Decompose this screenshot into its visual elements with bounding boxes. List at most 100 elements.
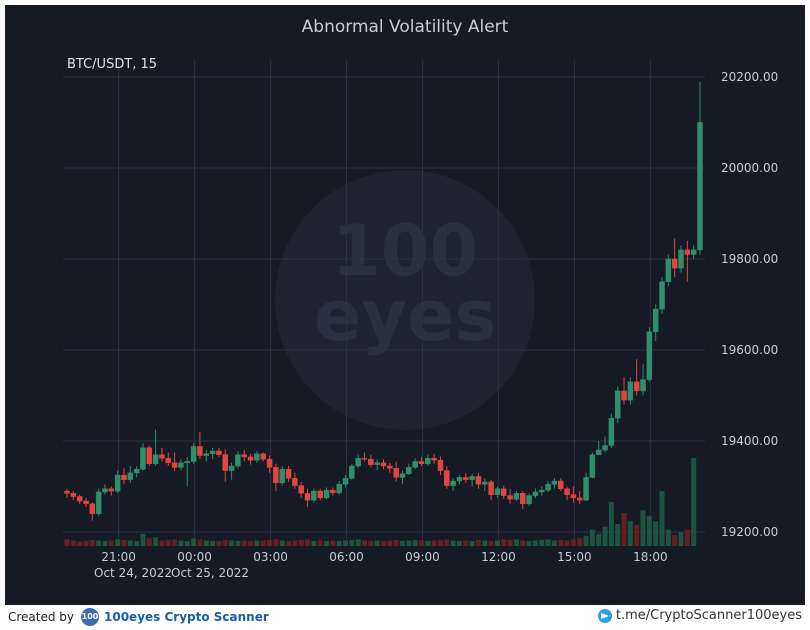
- candle-body: [146, 447, 153, 465]
- volume-bar: [691, 458, 697, 546]
- candle-body: [184, 461, 191, 464]
- candle-body: [482, 481, 488, 485]
- volume-bar: [267, 539, 273, 546]
- volume-bar: [532, 540, 538, 546]
- volume-bar: [273, 539, 279, 546]
- volume-bar: [551, 540, 557, 546]
- volume-bar: [526, 541, 532, 546]
- volume-bar: [368, 541, 374, 546]
- candle-body: [203, 453, 210, 456]
- volume-bar: [311, 541, 317, 546]
- candle-body: [241, 454, 247, 458]
- candle-body: [520, 493, 526, 505]
- volume-bar: [577, 538, 583, 546]
- volume-bar: [165, 539, 171, 546]
- candle-body: [659, 281, 665, 310]
- candle-body: [228, 465, 235, 471]
- volume-bar: [672, 535, 678, 546]
- x-tick-label: 09:00: [405, 550, 440, 564]
- volume-bar: [425, 541, 431, 546]
- volume-bar: [507, 539, 513, 546]
- brand-link[interactable]: 100 100eyes Crypto Scanner: [81, 608, 269, 626]
- candle-body: [665, 258, 672, 282]
- candle-body: [576, 497, 583, 501]
- candle-body: [102, 488, 108, 493]
- volume-bar: [305, 539, 311, 546]
- volume-bar: [134, 541, 140, 546]
- watermark-logo-text: eyes: [314, 275, 496, 357]
- candle-body: [614, 390, 621, 419]
- volume-bar: [456, 541, 462, 546]
- x-tick-label: 06:00: [329, 550, 364, 564]
- volume-bar: [298, 539, 304, 546]
- volume-bar: [564, 540, 570, 546]
- candle-body: [374, 462, 380, 465]
- candlestick-chart: 100eyes 19200.00 19400.00 19600.00 19800.00 2…: [63, 60, 778, 580]
- volume-bar: [178, 540, 184, 546]
- candle-body: [393, 468, 399, 478]
- candle-body: [70, 493, 77, 497]
- candle-body: [349, 465, 355, 479]
- volume-bar: [653, 521, 659, 546]
- candle-body: [273, 467, 279, 484]
- candle-body: [431, 458, 437, 461]
- candle-body: [304, 493, 311, 501]
- volume-bar: [203, 540, 209, 546]
- candle-body: [361, 458, 368, 460]
- volume-bar: [83, 541, 89, 546]
- volume-bar: [684, 529, 690, 546]
- candle-body: [330, 489, 336, 494]
- volume-bar: [659, 491, 665, 546]
- volume-bar: [665, 529, 671, 546]
- candle-body: [190, 446, 197, 462]
- candle-body: [513, 493, 520, 500]
- candle-body: [539, 489, 545, 493]
- volume-bar: [545, 539, 551, 546]
- volume-bar: [102, 541, 108, 546]
- candle-body: [633, 381, 640, 392]
- created-by-label: Created by: [8, 610, 75, 624]
- volume-bar: [482, 540, 488, 546]
- candle-body: [690, 249, 697, 255]
- candle-body: [342, 478, 349, 485]
- volume-bar: [248, 541, 254, 546]
- candle-body: [292, 478, 298, 486]
- eyes-logo-icon: 100: [81, 608, 99, 626]
- volume-bar: [469, 541, 475, 546]
- candle-body: [311, 490, 317, 501]
- volume-bar: [159, 540, 165, 546]
- volume-bar: [406, 540, 412, 546]
- candle-body: [463, 477, 469, 480]
- candle-body: [235, 454, 241, 467]
- volume-bar: [589, 529, 595, 546]
- volume-bar: [140, 533, 146, 546]
- candle-body: [64, 490, 70, 494]
- candle-body: [646, 331, 653, 380]
- volume-bar: [596, 533, 602, 546]
- volume-bar: [229, 540, 235, 546]
- candle-body: [602, 445, 608, 451]
- date-label: Oct 24, 2022: [94, 566, 172, 580]
- x-tick-label: 15:00: [557, 550, 592, 564]
- y-tick-label: 19800.00: [721, 252, 778, 266]
- candle-body: [387, 465, 393, 469]
- candle-body: [178, 462, 184, 468]
- volume-bar: [241, 540, 247, 546]
- volume-bar: [362, 540, 368, 546]
- candle-body: [652, 308, 659, 333]
- candle-body: [152, 454, 159, 464]
- volume-bar: [418, 540, 424, 546]
- volume-bar: [184, 541, 190, 546]
- candle-body: [475, 476, 482, 485]
- telegram-link[interactable]: t.me/CryptoScanner100eyes: [597, 608, 802, 623]
- candle-body: [76, 496, 83, 502]
- volume-bar: [450, 540, 456, 546]
- volume-bar: [501, 539, 507, 546]
- y-tick-label: 20000.00: [721, 161, 778, 175]
- candle-body: [89, 503, 96, 515]
- candle-body: [418, 461, 425, 465]
- x-tick-label: 00:00: [177, 550, 212, 564]
- watermark-logo: 100: [332, 210, 478, 292]
- candle-body: [456, 477, 463, 482]
- volume-bar: [608, 502, 614, 546]
